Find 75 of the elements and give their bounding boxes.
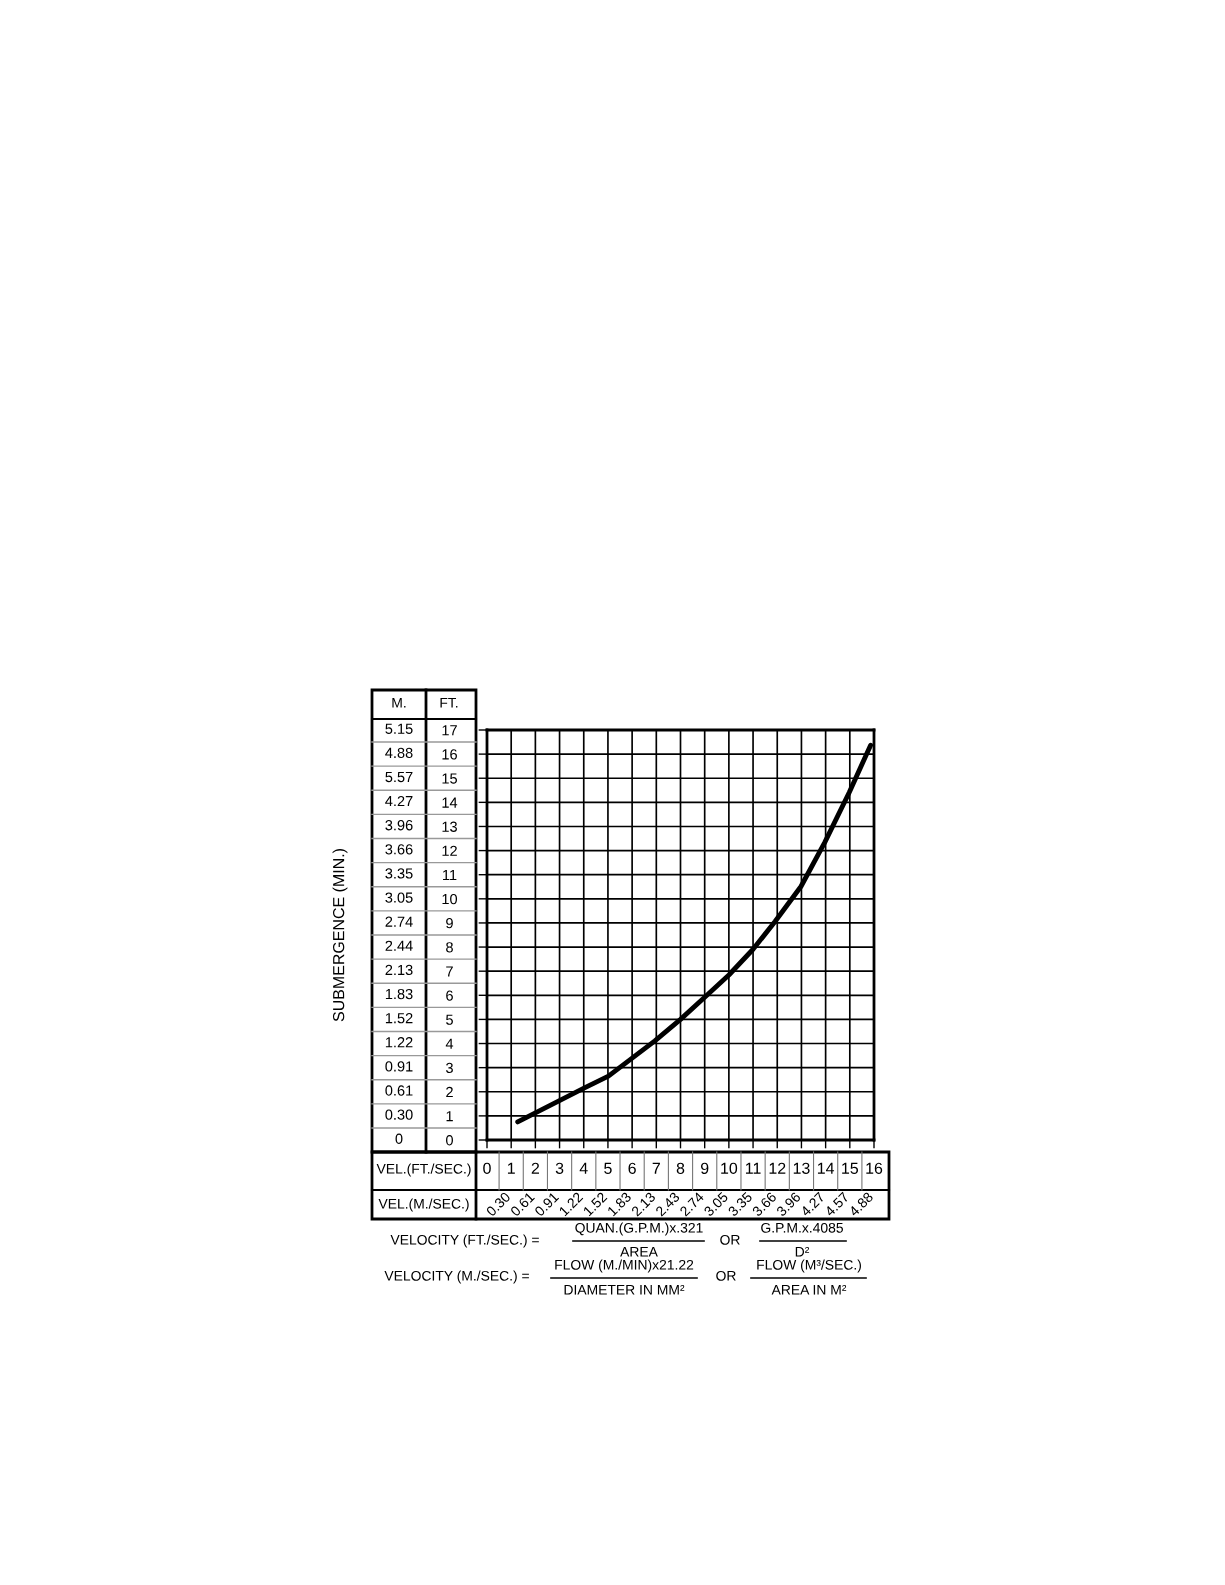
text: SUBMERGENCE (MIN.)	[332, 849, 348, 1022]
text: 2.13	[385, 964, 413, 976]
text: 0.61	[509, 1191, 535, 1217]
y-tick-label: 15	[442, 773, 457, 784]
x-tick-label: 10	[721, 1162, 738, 1174]
y-tick-label: 2	[446, 1086, 453, 1098]
text: 3.96	[385, 820, 413, 831]
text: 0.61	[385, 1085, 413, 1096]
x-tick-label: 1	[507, 1162, 515, 1174]
text: G.P.M.x.4085	[761, 1222, 843, 1233]
text: 0	[395, 1133, 403, 1144]
y-tick-label: 10	[442, 893, 458, 905]
x-tick-label: 16	[866, 1162, 883, 1174]
text: 0.30	[485, 1191, 511, 1217]
text: DIAMETER IN MM²	[564, 1284, 685, 1295]
text: 1.83	[385, 988, 413, 1000]
text: VELOCITY (FT./SEC.) =	[390, 1234, 539, 1248]
text: 4.27	[385, 795, 413, 807]
text: 4.88	[848, 1191, 874, 1217]
y-tick-label: 9	[446, 918, 453, 929]
text: OR	[716, 1270, 736, 1281]
text: D²	[795, 1246, 810, 1257]
text: 3.05	[385, 892, 413, 903]
text: QUAN.(G.P.M.)x.321	[575, 1222, 703, 1236]
y-tick-label: 12	[442, 845, 457, 856]
x-tick-label: 8	[676, 1162, 685, 1174]
text: 0.91	[385, 1061, 413, 1072]
text: 3.35	[385, 868, 413, 879]
x-axis-title: VEL.(FT./SEC.)	[376, 1163, 471, 1177]
text: M.	[392, 698, 406, 708]
y-tick-label: 3	[446, 1062, 453, 1074]
y-tick-label: 17	[442, 725, 457, 736]
text: 5.57	[385, 771, 413, 783]
text: 4.27	[799, 1191, 826, 1217]
text: 1.52	[385, 1013, 413, 1024]
x-tick-label: 12	[769, 1162, 786, 1174]
text: FT.	[440, 698, 458, 708]
text: FLOW (M./MIN)x21.22	[555, 1259, 694, 1273]
y-tick-label: 16	[442, 749, 457, 760]
text: AREA	[620, 1247, 658, 1257]
text: 1.22	[385, 1037, 413, 1048]
text: 4.57	[824, 1191, 850, 1217]
x-tick-label: 5	[604, 1162, 612, 1174]
y-tick-label: 11	[443, 869, 457, 880]
y-tick-label: 8	[446, 942, 453, 953]
text: 5.15	[385, 723, 413, 734]
text: OR	[720, 1234, 740, 1245]
text: AREA IN M²	[771, 1284, 847, 1295]
x-tick-label: 0	[483, 1162, 491, 1174]
y-tick-label: 13	[442, 821, 457, 832]
text: 0.30	[385, 1109, 413, 1120]
x-tick-label: 2	[531, 1162, 540, 1174]
x-tick-label: 3	[555, 1162, 564, 1174]
x-tick-label: 14	[817, 1162, 835, 1174]
y-tick-label: 6	[446, 990, 453, 1001]
text: 2.74	[385, 916, 413, 927]
y-tick-label: 1	[446, 1111, 453, 1122]
text: 2.44	[385, 940, 413, 951]
y-tick-label: 0	[446, 1135, 453, 1146]
x-tick-label: 13	[793, 1162, 810, 1174]
x-tick-label: 7	[652, 1162, 660, 1174]
text: 4.88	[385, 747, 413, 759]
y-tick-label: 14	[442, 797, 458, 808]
text: 3.66	[385, 844, 413, 855]
x-tick-label: 11	[745, 1162, 761, 1174]
x-tick-label: 9	[701, 1162, 709, 1174]
text: VELOCITY (M./SEC.) =	[384, 1270, 529, 1284]
text: FLOW (M³/SEC.)	[757, 1259, 861, 1273]
x-tick-label: 6	[628, 1162, 636, 1174]
y-tick-label: 4	[445, 1038, 454, 1049]
x-tick-label: 15	[842, 1162, 859, 1174]
x2-axis-title: VEL.(M./SEC.)	[378, 1198, 469, 1212]
x-tick-label: 4	[579, 1162, 588, 1174]
y-tick-label: 5	[446, 1014, 453, 1025]
y-tick-label: 7	[446, 966, 453, 977]
